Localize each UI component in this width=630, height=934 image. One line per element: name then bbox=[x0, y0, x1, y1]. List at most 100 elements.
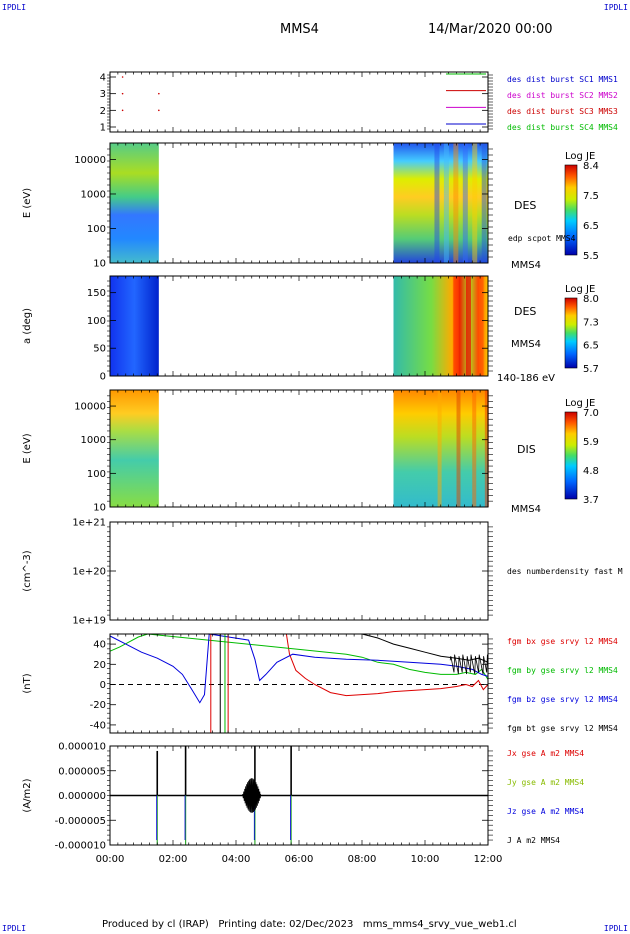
corner-label-tl: IPDLI bbox=[2, 3, 27, 12]
panel-frame-density bbox=[109, 521, 489, 621]
series-label: Jz gse A m2 MMS4 bbox=[507, 807, 584, 816]
heatmap-stripe bbox=[478, 276, 484, 376]
y-tick-label: 1e+19 bbox=[72, 616, 106, 627]
y-axis-label: (A/m2) bbox=[22, 778, 33, 812]
series-label: des numberdensity fast M bbox=[507, 567, 623, 576]
y-tick-label: 1e+21 bbox=[72, 518, 106, 529]
colorbar bbox=[564, 164, 578, 256]
series-line bbox=[361, 633, 489, 663]
series-label: des dist burst SC4 MMS4 bbox=[507, 123, 618, 132]
heatmap-stripe bbox=[472, 390, 477, 507]
series-label: Jy gse A m2 MMS4 bbox=[507, 778, 584, 787]
heatmap-stripe bbox=[484, 390, 489, 507]
series-line bbox=[109, 633, 489, 704]
heatmap-stripe bbox=[481, 143, 487, 263]
colorbar bbox=[564, 297, 578, 369]
footer-text: Produced by cl (IRAP) Printing date: 02/… bbox=[102, 919, 517, 930]
x-tick-label: 00:00 bbox=[96, 854, 125, 865]
y-tick-label: 150 bbox=[87, 288, 106, 299]
corner-label-bl: IPDLI bbox=[2, 924, 27, 933]
series-label: fgm bt gse srvy l2 MMS4 bbox=[507, 724, 618, 733]
x-tick-label: 08:00 bbox=[348, 854, 377, 865]
series-line bbox=[109, 633, 489, 680]
y-tick-label: 10 bbox=[93, 503, 106, 514]
burst-point bbox=[158, 92, 160, 95]
y-tick-label: 100 bbox=[87, 469, 106, 480]
x-tick-label: 02:00 bbox=[159, 854, 188, 865]
heatmap-stripe bbox=[465, 276, 471, 376]
heatmap-block-left bbox=[110, 143, 159, 263]
colorbar-title: Log JE bbox=[565, 151, 595, 162]
current-burst bbox=[241, 778, 262, 813]
x-tick-label: 12:00 bbox=[474, 854, 503, 865]
panel-frame-fgm bbox=[109, 633, 489, 734]
x-tick-label: 04:00 bbox=[222, 854, 251, 865]
side-label: edp scpot MMS4 bbox=[508, 234, 576, 243]
y-tick-label: 20 bbox=[93, 660, 106, 671]
side-label: MMS4 bbox=[511, 339, 541, 350]
side-label: DIS bbox=[517, 443, 536, 456]
colorbar-title: Log JE bbox=[565, 398, 595, 409]
y-tick-label: 1e+20 bbox=[72, 567, 106, 578]
y-tick-label: 4 bbox=[100, 73, 106, 84]
corner-label-tr: IPDLI bbox=[603, 3, 628, 12]
colorbar bbox=[564, 411, 578, 500]
colorbar-tick-label: 7.5 bbox=[583, 191, 599, 202]
colorbar-tick-label: 8.4 bbox=[583, 161, 599, 172]
colorbar-tick-label: 6.5 bbox=[583, 221, 599, 232]
burst-point bbox=[121, 76, 124, 78]
panel-frame-burst bbox=[109, 71, 489, 133]
colorbar-tick-label: 3.7 bbox=[583, 495, 599, 506]
heatmap-stripe bbox=[462, 143, 468, 263]
side-label: 140-186 eV bbox=[497, 373, 555, 384]
corner-label-br: IPDLI bbox=[603, 924, 628, 933]
burst-point bbox=[158, 109, 160, 112]
y-axis-label: E (eV) bbox=[22, 433, 33, 463]
series-line bbox=[285, 633, 489, 697]
heatmap-stripe bbox=[472, 143, 478, 263]
side-label: MMS4 bbox=[511, 260, 541, 271]
y-tick-label: 0.000000 bbox=[58, 791, 106, 802]
series-label: fgm bz gse srvy l2 MMS4 bbox=[507, 695, 618, 704]
y-tick-label: 10 bbox=[93, 259, 106, 270]
heatmap-stripe bbox=[437, 390, 442, 507]
colorbar-tick-label: 5.7 bbox=[583, 364, 599, 375]
y-tick-label: -40 bbox=[90, 720, 106, 731]
side-label: MMS4 bbox=[511, 504, 541, 515]
x-tick-label: 10:00 bbox=[411, 854, 440, 865]
heatmap-block-right bbox=[393, 143, 488, 263]
colorbar-tick-label: 8.0 bbox=[583, 294, 599, 305]
colorbar-tick-label: 5.5 bbox=[583, 251, 599, 262]
y-tick-label: 0.000005 bbox=[58, 766, 106, 777]
heatmap-stripe bbox=[443, 143, 449, 263]
series-label: fgm by gse srvy l2 MMS4 bbox=[507, 666, 618, 675]
side-label: DES bbox=[514, 305, 536, 318]
y-axis-label: (nT) bbox=[22, 673, 33, 693]
colorbar-title: Log JE bbox=[565, 284, 595, 295]
y-tick-label: -0.000010 bbox=[55, 841, 106, 852]
y-tick-label: 0 bbox=[100, 372, 106, 383]
y-tick-label: 10000 bbox=[74, 402, 106, 413]
series-label: des dist burst SC1 MMS1 bbox=[507, 75, 618, 84]
colorbar-tick-label: 5.9 bbox=[583, 437, 599, 448]
y-tick-label: 1 bbox=[100, 123, 106, 134]
colorbar-tick-label: 4.8 bbox=[583, 466, 599, 477]
y-axis-label: (cm^-3) bbox=[22, 550, 33, 591]
y-tick-label: -20 bbox=[90, 700, 106, 711]
y-tick-label: 0 bbox=[100, 680, 106, 691]
colorbar-tick-label: 7.3 bbox=[583, 317, 599, 328]
side-label: DES bbox=[514, 199, 536, 212]
y-tick-label: 40 bbox=[93, 640, 106, 651]
series-label: Jx gse A m2 MMS4 bbox=[507, 749, 584, 758]
heatmap-block-left bbox=[110, 276, 159, 376]
heatmap-stripe bbox=[453, 276, 459, 376]
spacecraft-title: MMS4 bbox=[280, 22, 319, 37]
heatmap-stripe bbox=[434, 143, 440, 263]
y-tick-label: 100 bbox=[87, 224, 106, 235]
y-tick-label: 100 bbox=[87, 316, 106, 327]
heatmap-block-right bbox=[393, 276, 488, 376]
burst-point bbox=[121, 109, 124, 112]
heatmap-stripe bbox=[456, 390, 461, 507]
y-axis-label: E (eV) bbox=[22, 188, 33, 218]
